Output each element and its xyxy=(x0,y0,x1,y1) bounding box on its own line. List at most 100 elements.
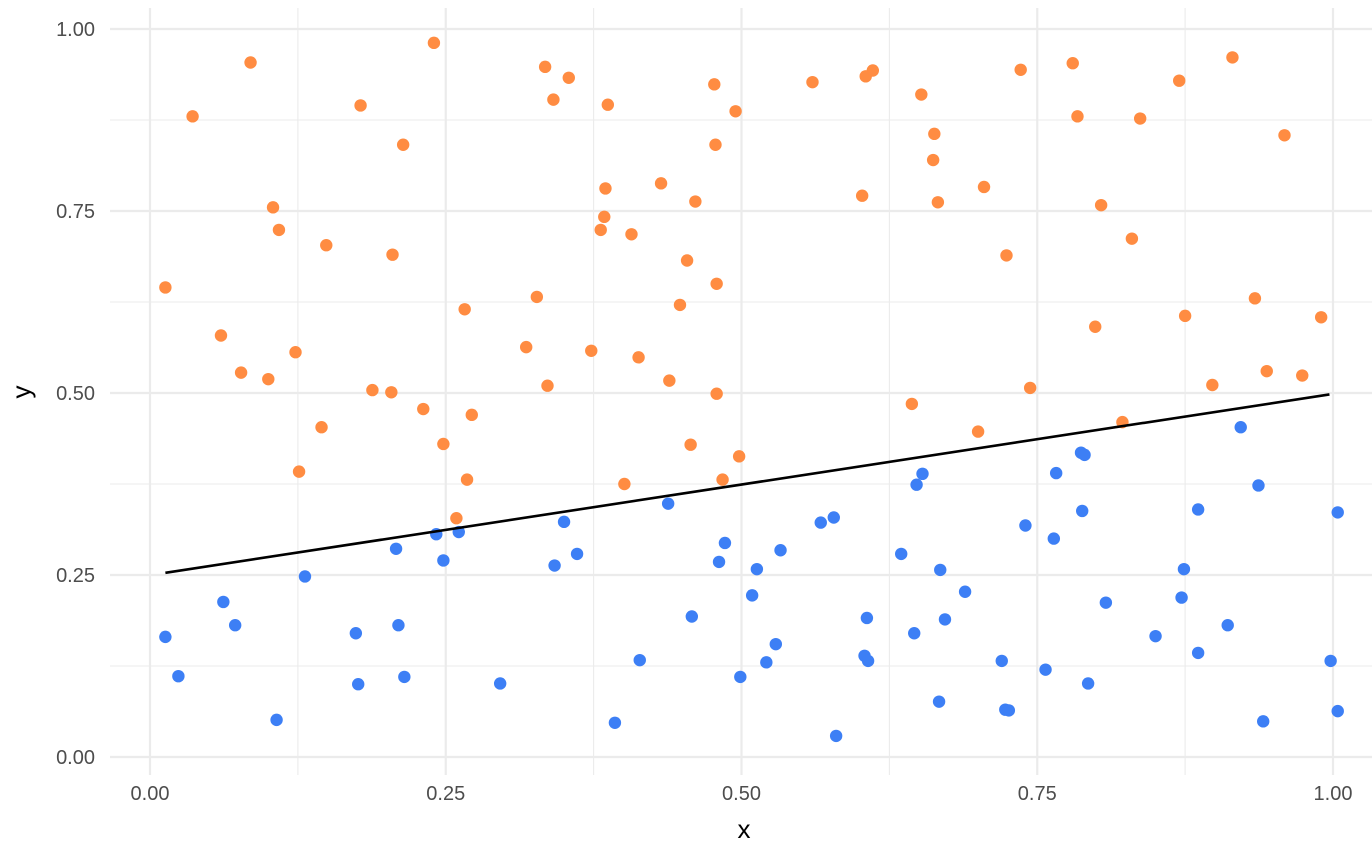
scatter-point xyxy=(298,570,312,583)
scatter-point xyxy=(977,180,991,194)
y-tick-label: 0.00 xyxy=(56,747,95,769)
scatter-point xyxy=(618,477,631,491)
scatter-point xyxy=(385,386,398,399)
scatter-point xyxy=(427,36,441,50)
scatter-point xyxy=(159,281,172,294)
scatter-point xyxy=(926,153,940,167)
scatter-point xyxy=(734,670,747,684)
scatter-point xyxy=(750,562,764,576)
scatter-point xyxy=(608,716,622,729)
scatter-point xyxy=(1081,677,1095,690)
x-tick-label: 1.00 xyxy=(1314,783,1353,805)
scatter-point xyxy=(1066,57,1079,70)
scatter-point xyxy=(172,669,185,683)
scatter-point xyxy=(557,515,571,529)
scatter-point xyxy=(908,627,921,640)
scatter-point xyxy=(971,425,985,438)
scatter-point xyxy=(585,344,598,357)
scatter-point xyxy=(1076,504,1089,518)
scatter-point xyxy=(541,379,554,392)
scatter-point xyxy=(1078,448,1091,462)
scatter-point xyxy=(217,595,230,609)
scatter-point xyxy=(708,78,721,91)
scatter-point xyxy=(1175,591,1188,604)
scatter-point xyxy=(548,559,561,572)
scatter-point xyxy=(995,654,1008,668)
scatter-point xyxy=(1206,378,1219,392)
scatter-point xyxy=(710,277,723,290)
scatter-point xyxy=(1019,519,1032,532)
scatter-point xyxy=(938,613,952,626)
scatter-point xyxy=(632,351,645,364)
scatter-point xyxy=(547,93,560,106)
scatter-point xyxy=(654,177,668,190)
scatter-point xyxy=(460,473,474,486)
scatter-point xyxy=(437,437,450,451)
scatter-point xyxy=(562,71,575,84)
scatter-point xyxy=(262,372,275,386)
scatter-point xyxy=(905,397,919,411)
y-tick-label: 0.25 xyxy=(56,565,95,587)
scatter-point xyxy=(570,547,584,561)
scatter-point xyxy=(1248,292,1262,305)
scatter-point xyxy=(1226,51,1239,64)
x-axis-title: x xyxy=(738,814,751,842)
scatter-point xyxy=(594,223,607,237)
scatter-point xyxy=(1260,364,1273,378)
scatter-point xyxy=(417,402,430,416)
x-tick-label: 0.00 xyxy=(131,783,170,805)
y-tick-label: 0.50 xyxy=(56,383,95,405)
scatter-point xyxy=(598,210,611,224)
scatter-point xyxy=(895,547,908,561)
scatter-point xyxy=(1252,479,1265,492)
scatter-point xyxy=(538,60,552,74)
scatter-point xyxy=(396,138,410,151)
scatter-point xyxy=(1094,198,1108,212)
scatter-point xyxy=(289,346,302,359)
scatter-point xyxy=(1047,532,1061,545)
scatter-point xyxy=(1331,506,1344,519)
scatter-point xyxy=(1000,249,1013,262)
scatter-point xyxy=(932,695,946,708)
scatter-point xyxy=(709,138,722,151)
scatter-point xyxy=(1099,596,1113,609)
x-axis-tick-labels: 0.00 0.25 0.50 0.75 1.00 xyxy=(131,783,1353,805)
scatter-point xyxy=(685,610,699,623)
y-axis-title: y xyxy=(6,386,36,399)
trend-line xyxy=(165,393,1330,575)
scatter-point xyxy=(214,329,228,342)
scatter-point xyxy=(729,105,742,118)
scatter-point xyxy=(866,64,880,77)
scatter-point xyxy=(760,656,773,669)
scatter-point xyxy=(745,589,759,602)
scatter-point xyxy=(601,98,615,111)
scatter-point xyxy=(389,542,403,555)
scatter-point xyxy=(450,512,463,525)
scatter-point xyxy=(366,383,379,397)
x-tick-label: 0.75 xyxy=(1018,783,1057,805)
scatter-point xyxy=(599,182,612,195)
scatter-point xyxy=(320,239,333,252)
scatter-point xyxy=(458,303,471,316)
x-tick-label: 0.50 xyxy=(722,783,761,805)
scatter-point xyxy=(1191,503,1205,516)
scatter-point xyxy=(1257,715,1270,728)
scatter-point xyxy=(661,497,675,510)
y-tick-label: 1.00 xyxy=(56,19,95,41)
scatter-point xyxy=(712,555,726,569)
scatter-points xyxy=(159,36,1344,743)
scatter-point xyxy=(814,516,827,529)
scatter-point xyxy=(931,196,945,209)
scatter-point xyxy=(1089,320,1102,333)
scatter-point xyxy=(915,88,928,101)
scatter-point xyxy=(1331,704,1344,718)
scatter-point xyxy=(465,408,478,422)
scatter-point xyxy=(1221,619,1234,632)
scatter-point xyxy=(292,465,306,478)
scatter-point xyxy=(673,298,687,312)
scatter-point xyxy=(860,611,874,625)
scatter-point xyxy=(159,630,172,644)
scatter-point xyxy=(392,619,405,632)
scatter-point xyxy=(530,290,544,304)
